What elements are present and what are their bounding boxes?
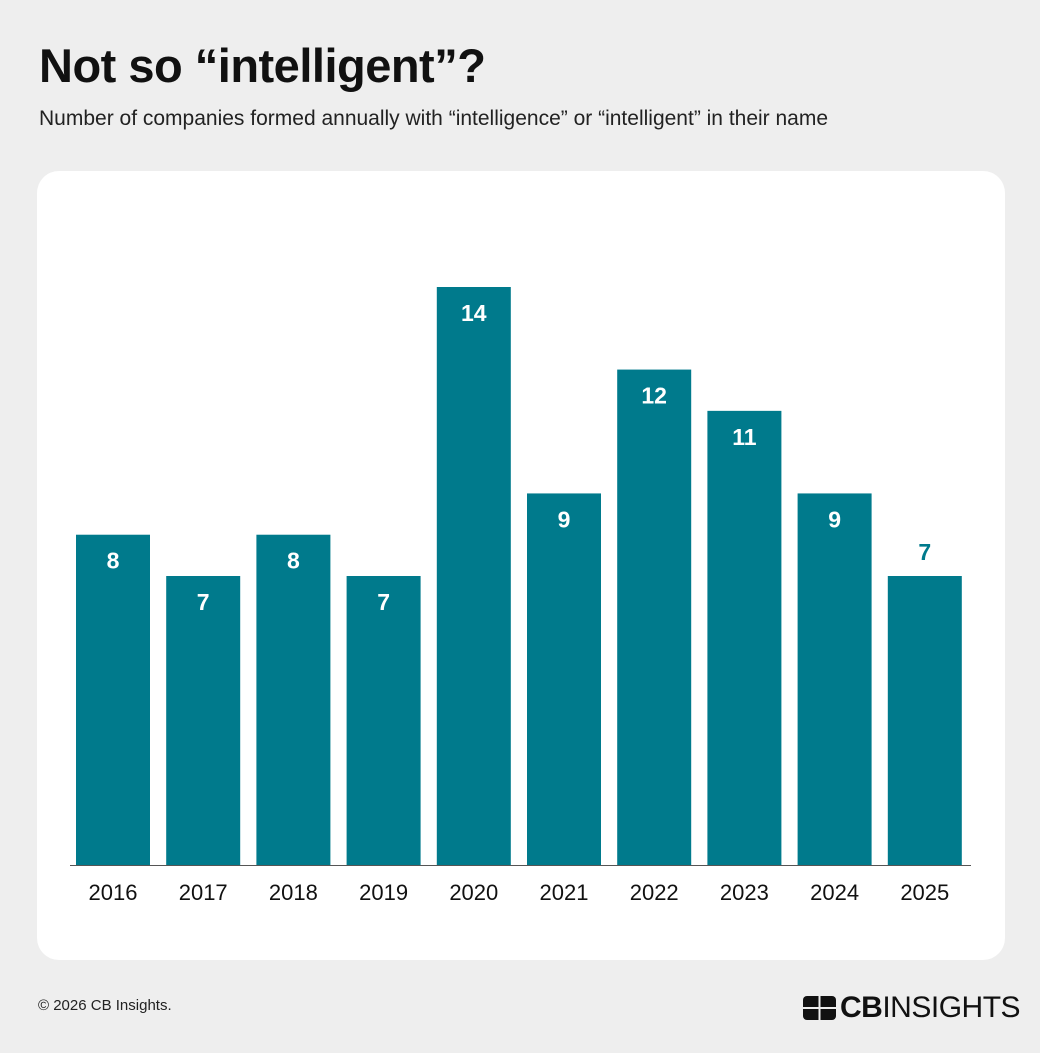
data-label: 7 — [197, 589, 210, 615]
x-tick-label: 2020 — [449, 880, 498, 905]
bar-chart: 8 2016 7 2017 8 2018 7 2019 14 2020 9 2021 12 2022 11 2… — [70, 287, 971, 905]
bar-2017 — [166, 576, 241, 865]
data-label: 7 — [918, 539, 931, 565]
data-label: 7 — [377, 589, 390, 615]
bar-2018 — [256, 534, 331, 865]
x-tick-label: 2017 — [179, 880, 228, 905]
data-label: 11 — [732, 424, 757, 450]
bar-2023 — [707, 410, 782, 865]
x-tick-label: 2016 — [89, 880, 138, 905]
x-tick-label: 2018 — [269, 880, 318, 905]
copyright-text: © 2026 CB Insights. — [38, 997, 172, 1014]
bar-2025 — [887, 576, 962, 865]
cb-insights-logo: CBINSIGHTS — [803, 993, 1021, 1023]
chart-card: 8 2016 7 2017 8 2018 7 2019 14 2020 9 2021 12 2022 11 2… — [37, 171, 1005, 960]
x-tick-label: 2025 — [900, 880, 949, 905]
data-label: 12 — [641, 383, 667, 409]
data-label: 9 — [828, 506, 841, 532]
chart-subtitle: Number of companies formed annually with… — [39, 107, 829, 130]
data-label: 8 — [107, 548, 120, 574]
bar-2021 — [527, 493, 601, 865]
x-tick-label: 2023 — [720, 880, 769, 905]
bar-2020 — [436, 287, 511, 865]
bar-2024 — [797, 493, 872, 865]
data-label: 8 — [287, 548, 300, 574]
x-tick-label: 2022 — [630, 880, 679, 905]
x-tick-label: 2024 — [810, 880, 859, 905]
bar-2016 — [76, 534, 150, 865]
bar-2019 — [346, 576, 421, 865]
chart-title: Not so “intelligent”? — [39, 39, 486, 92]
bar-2022 — [617, 369, 692, 865]
cb-insights-logo-icon — [803, 996, 836, 1020]
x-tick-label: 2021 — [540, 880, 589, 905]
data-label: 14 — [461, 300, 487, 326]
data-label: 9 — [558, 506, 571, 532]
x-tick-label: 2019 — [359, 880, 408, 905]
